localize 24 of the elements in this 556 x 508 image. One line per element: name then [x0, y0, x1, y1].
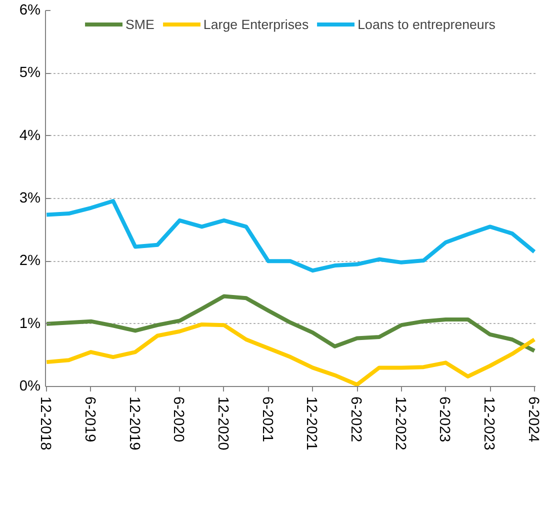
x-tick-label: 6-2019	[81, 396, 98, 442]
line-series	[46, 294, 536, 353]
x-tick-label: 6-2023	[436, 396, 452, 442]
y-tick-label: 1%	[19, 316, 41, 332]
y-tick-label: 3%	[19, 190, 41, 206]
y-tick-label: 2%	[19, 253, 41, 270]
x-tick-label: 12-2023	[480, 396, 497, 450]
y-tick-label: 4%	[19, 128, 41, 144]
x-tick-label: 12-2018	[37, 396, 54, 450]
x-tick-label: 12-2020	[214, 396, 230, 450]
legend-label: Large Enterprises	[203, 16, 309, 32]
x-tick-label: 12-2019	[126, 396, 142, 450]
x-tick-label: 12-2022	[392, 396, 408, 450]
x-tick-label: 6-2021	[258, 396, 275, 442]
legend-label: SME	[126, 16, 154, 32]
x-tick-label: 6-2020	[170, 396, 186, 442]
y-tick-label: 6%	[19, 2, 41, 18]
x-tick-label: 6-2022	[348, 396, 364, 442]
line-series	[46, 199, 536, 273]
x-tick-label: 6-2024	[524, 396, 541, 442]
y-tick-label: 0%	[19, 378, 41, 394]
x-tick-label: 12-2021	[303, 396, 320, 450]
y-tick-label: 5%	[19, 65, 41, 82]
legend-label: Loans to entrepreneurs	[358, 16, 496, 32]
